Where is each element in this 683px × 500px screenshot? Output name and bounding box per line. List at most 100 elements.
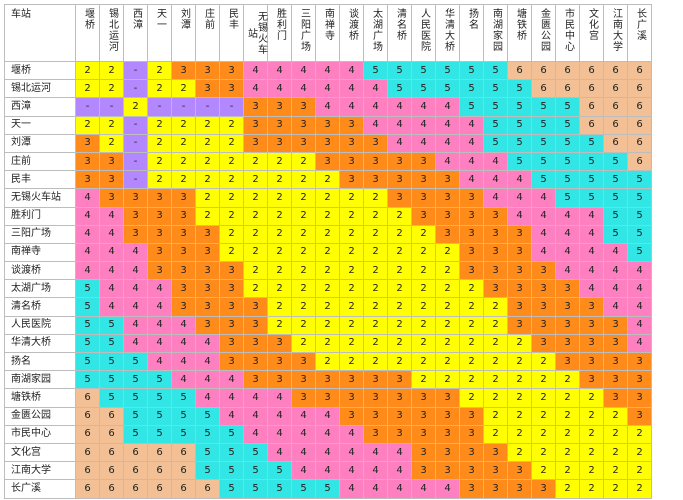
fare-cell: 6 <box>171 442 196 463</box>
fare-cell: 3 <box>459 206 484 226</box>
fare-cell: 4 <box>387 461 412 481</box>
column-header-label: 谈渡桥 <box>346 8 358 41</box>
fare-cell: 4 <box>171 315 196 335</box>
fare-cell: 5 <box>315 479 340 499</box>
column-header: 江南大学 <box>603 4 628 62</box>
fare-cell: 3 <box>243 133 268 153</box>
fare-cell: 5 <box>531 151 556 172</box>
fare-cell: 2 <box>147 60 172 81</box>
fare-cell: 2 <box>339 206 364 226</box>
fare-cell: 2 <box>363 224 388 244</box>
fare-cell: 5 <box>195 442 220 463</box>
fare-cell: 4 <box>531 188 556 208</box>
fare-cell: 4 <box>243 79 268 99</box>
fare-cell: 3 <box>531 333 556 354</box>
fare-cell: 3 <box>75 133 100 153</box>
column-header: 谈渡桥 <box>339 4 364 62</box>
row-header: 华清大桥 <box>4 333 76 354</box>
fare-cell: 3 <box>219 60 244 81</box>
fare-cell: 5 <box>555 170 580 190</box>
fare-cell: 2 <box>483 370 508 390</box>
column-header: 民丰 <box>219 4 244 62</box>
fare-cell: 5 <box>75 297 100 317</box>
column-header-label: 无锡火车站 <box>245 11 267 55</box>
fare-cell: 5 <box>555 115 580 135</box>
fare-cell: 2 <box>291 224 316 244</box>
fare-cell: 4 <box>147 297 172 317</box>
fare-cell: 2 <box>243 224 268 244</box>
fare-cell: 6 <box>171 461 196 481</box>
column-header-label: 堰桥 <box>82 8 94 30</box>
fare-cell: 5 <box>627 242 652 263</box>
fare-cell: 2 <box>435 242 460 263</box>
fare-cell: 5 <box>603 188 628 208</box>
fare-cell: 4 <box>75 242 100 263</box>
table-row: 堰桥 2 2-2 3 3 3 4 4 4 4 4 5 5 5 5 5 5 6 6 6 6 6 6 <box>4 60 652 81</box>
fare-cell: 6 <box>123 461 148 481</box>
fare-cell: 3 <box>411 424 436 444</box>
fare-cell: 3 <box>219 333 244 354</box>
fare-cell: 3 <box>459 224 484 244</box>
fare-cell: 3 <box>291 97 316 117</box>
fare-cell: 4 <box>195 388 220 408</box>
fare-cell: 2 <box>411 351 436 372</box>
fare-cell: 3 <box>147 188 172 208</box>
fare-cell: 3 <box>219 79 244 99</box>
fare-cell: 3 <box>123 188 148 208</box>
fare-cell: 2 <box>603 461 628 481</box>
fare-cell: 4 <box>411 133 436 153</box>
column-header: 南湖家园 <box>483 4 508 62</box>
column-header-label: 庄前 <box>202 8 214 30</box>
fare-cell: - <box>219 97 244 117</box>
fare-cell: 4 <box>99 242 124 263</box>
fare-cell: 2 <box>531 388 556 408</box>
fare-cell: 4 <box>315 79 340 99</box>
column-header-label: 南禅寺 <box>322 8 334 41</box>
fare-cell: 4 <box>315 60 340 81</box>
fare-cell: 4 <box>339 424 364 444</box>
fare-cell: 2 <box>147 151 172 172</box>
fare-cell: 5 <box>267 479 292 499</box>
fare-cell: 4 <box>291 406 316 426</box>
fare-cell: 5 <box>627 170 652 190</box>
table-row: 市民中心 6 6 5 5 5 5 5 4 4 4 4 4 3 3 3 3 3 2 2 2 2 2 2 2 <box>4 424 652 444</box>
table-row: 谈渡桥 4 4 4 3 3 3 3 2 2 2 2 2 2 2 2 2 3 3 3 3 4 4 4 4 <box>4 261 652 281</box>
fare-cell: 2 <box>459 297 484 317</box>
table-row: 三阳广场 4 4 3 3 3 3 2 2 2 2 2 2 2 2 2 3 3 3 3 4 4 4 5 5 <box>4 224 652 244</box>
fare-cell: 3 <box>339 133 364 153</box>
fare-cell: 2 <box>435 333 460 354</box>
fare-cell: 4 <box>531 206 556 226</box>
fare-cell: 4 <box>363 79 388 99</box>
fare-cell: 5 <box>411 60 436 81</box>
fare-cell: 4 <box>339 479 364 499</box>
row-header: 天一 <box>4 115 76 135</box>
fare-cell: 4 <box>459 115 484 135</box>
fare-cell: 3 <box>411 388 436 408</box>
fare-cell: 2 <box>435 370 460 390</box>
fare-cell: 6 <box>99 442 124 463</box>
fare-cell: 5 <box>243 442 268 463</box>
fare-cell: 2 <box>363 333 388 354</box>
fare-cell: 4 <box>291 461 316 481</box>
fare-cell: 6 <box>99 406 124 426</box>
fare-cell: 5 <box>99 351 124 372</box>
fare-cell: 4 <box>459 151 484 172</box>
fare-cell: 2 <box>579 406 604 426</box>
fare-cell: 2 <box>219 242 244 263</box>
fare-cell: 3 <box>291 370 316 390</box>
fare-cell: 4 <box>75 261 100 281</box>
fare-cell: 2 <box>363 279 388 299</box>
fare-cell: 5 <box>459 79 484 99</box>
fare-cell: 2 <box>579 424 604 444</box>
fare-cell: 5 <box>147 388 172 408</box>
fare-cell: 2 <box>171 133 196 153</box>
table-row: 文化宫 6 6 6 6 6 5 5 5 4 4 4 4 4 4 3 3 3 3 2 2 2 2 2 2 <box>4 442 652 463</box>
fare-cell: 3 <box>507 224 532 244</box>
fare-cell: 4 <box>435 479 460 499</box>
fare-cell: 5 <box>243 479 268 499</box>
fare-cell: 4 <box>123 315 148 335</box>
fare-cell: 2 <box>243 261 268 281</box>
fare-cell: 4 <box>387 115 412 135</box>
fare-cell: 3 <box>387 188 412 208</box>
fare-cell: 2 <box>387 333 412 354</box>
